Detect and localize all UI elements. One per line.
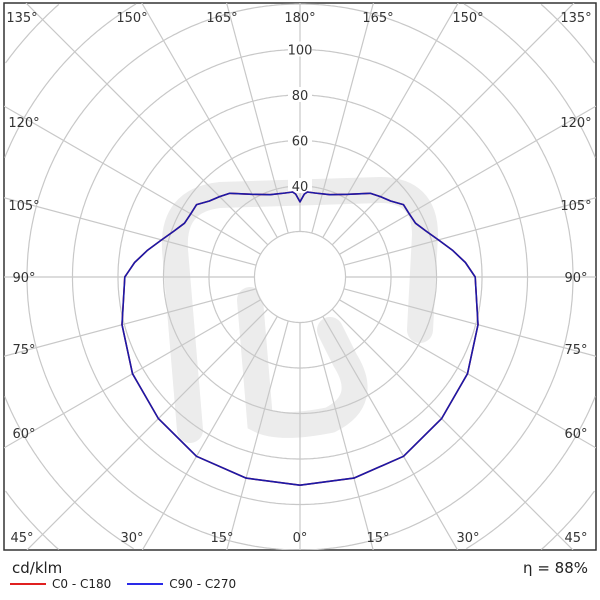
tick-label-bg bbox=[288, 87, 312, 102]
radial-gridline bbox=[4, 3, 596, 550]
angle-label: 165° bbox=[206, 11, 237, 26]
spoke-gridline bbox=[343, 197, 596, 266]
angle-label: 150° bbox=[452, 11, 483, 26]
angle-label: 30° bbox=[456, 531, 479, 546]
series-curve-c90-c270 bbox=[121, 191, 479, 486]
spoke-gridline bbox=[311, 3, 374, 234]
angle-label: 0° bbox=[293, 531, 308, 546]
spoke-gridline bbox=[331, 3, 575, 246]
angle-label: 45° bbox=[10, 531, 33, 546]
efficiency-label: η = 88% bbox=[523, 559, 588, 577]
spoke-gridline bbox=[4, 105, 261, 255]
spoke-gridline bbox=[339, 105, 596, 255]
legend-swatch-blue bbox=[127, 583, 164, 585]
legend-swatch-red bbox=[10, 583, 46, 585]
angle-label: 135° bbox=[6, 11, 37, 26]
legend: C0 - C180 C90 - C270 bbox=[10, 577, 252, 591]
angle-label: 45° bbox=[564, 531, 587, 546]
tick-label-bg bbox=[288, 41, 312, 57]
tick-label-bg bbox=[288, 132, 312, 148]
angle-label: 30° bbox=[120, 531, 143, 546]
radial-tick-label: 80 bbox=[292, 89, 309, 104]
angle-label: 15° bbox=[366, 531, 389, 546]
angle-label: 90° bbox=[564, 271, 587, 286]
angle-label: 75° bbox=[12, 343, 35, 358]
angle-label: 90° bbox=[12, 271, 35, 286]
legend-item-c90-c270: C90 - C270 bbox=[127, 577, 236, 591]
angle-label: 135° bbox=[560, 11, 591, 26]
angle-label: 60° bbox=[12, 427, 35, 442]
radial-tick-label: 40 bbox=[292, 180, 309, 195]
radial-gridline bbox=[71, 48, 529, 506]
angle-label: 15° bbox=[210, 531, 233, 546]
spoke-gridline bbox=[331, 308, 574, 550]
spoke-gridline bbox=[4, 197, 257, 266]
spoke-gridline bbox=[4, 288, 257, 357]
spoke-gridline bbox=[26, 308, 269, 550]
radial-gridline bbox=[162, 139, 438, 415]
legend-label: C0 - C180 bbox=[52, 577, 112, 591]
center-disc bbox=[255, 232, 345, 322]
angle-label: 120° bbox=[560, 116, 591, 131]
unit-label: cd/klm bbox=[12, 559, 63, 577]
legend-item-c0-c180: C0 - C180 bbox=[10, 577, 111, 591]
angle-label: 150° bbox=[116, 11, 147, 26]
angle-label: 180° bbox=[284, 11, 315, 26]
radial-gridline bbox=[5, 3, 595, 550]
radial-gridline bbox=[117, 94, 483, 460]
tick-label-bg bbox=[288, 178, 312, 193]
angle-label: 165° bbox=[362, 11, 393, 26]
spoke-gridline bbox=[226, 3, 289, 234]
legend-label: C90 - C270 bbox=[169, 577, 237, 591]
radial-gridline bbox=[208, 185, 392, 369]
spoke-gridline bbox=[25, 3, 269, 246]
radial-tick-label: 100 bbox=[288, 44, 313, 59]
angle-label: 75° bbox=[564, 343, 587, 358]
spoke-gridline bbox=[226, 320, 289, 550]
radial-gridline bbox=[26, 3, 574, 550]
spoke-gridline bbox=[343, 288, 596, 357]
angle-label: 105° bbox=[560, 199, 591, 214]
angle-label: 120° bbox=[8, 116, 39, 131]
angle-label: 105° bbox=[8, 199, 39, 214]
spoke-gridline bbox=[311, 320, 374, 550]
radial-gridline bbox=[253, 230, 347, 324]
angle-label: 60° bbox=[564, 427, 587, 442]
radial-tick-label: 60 bbox=[292, 135, 309, 150]
